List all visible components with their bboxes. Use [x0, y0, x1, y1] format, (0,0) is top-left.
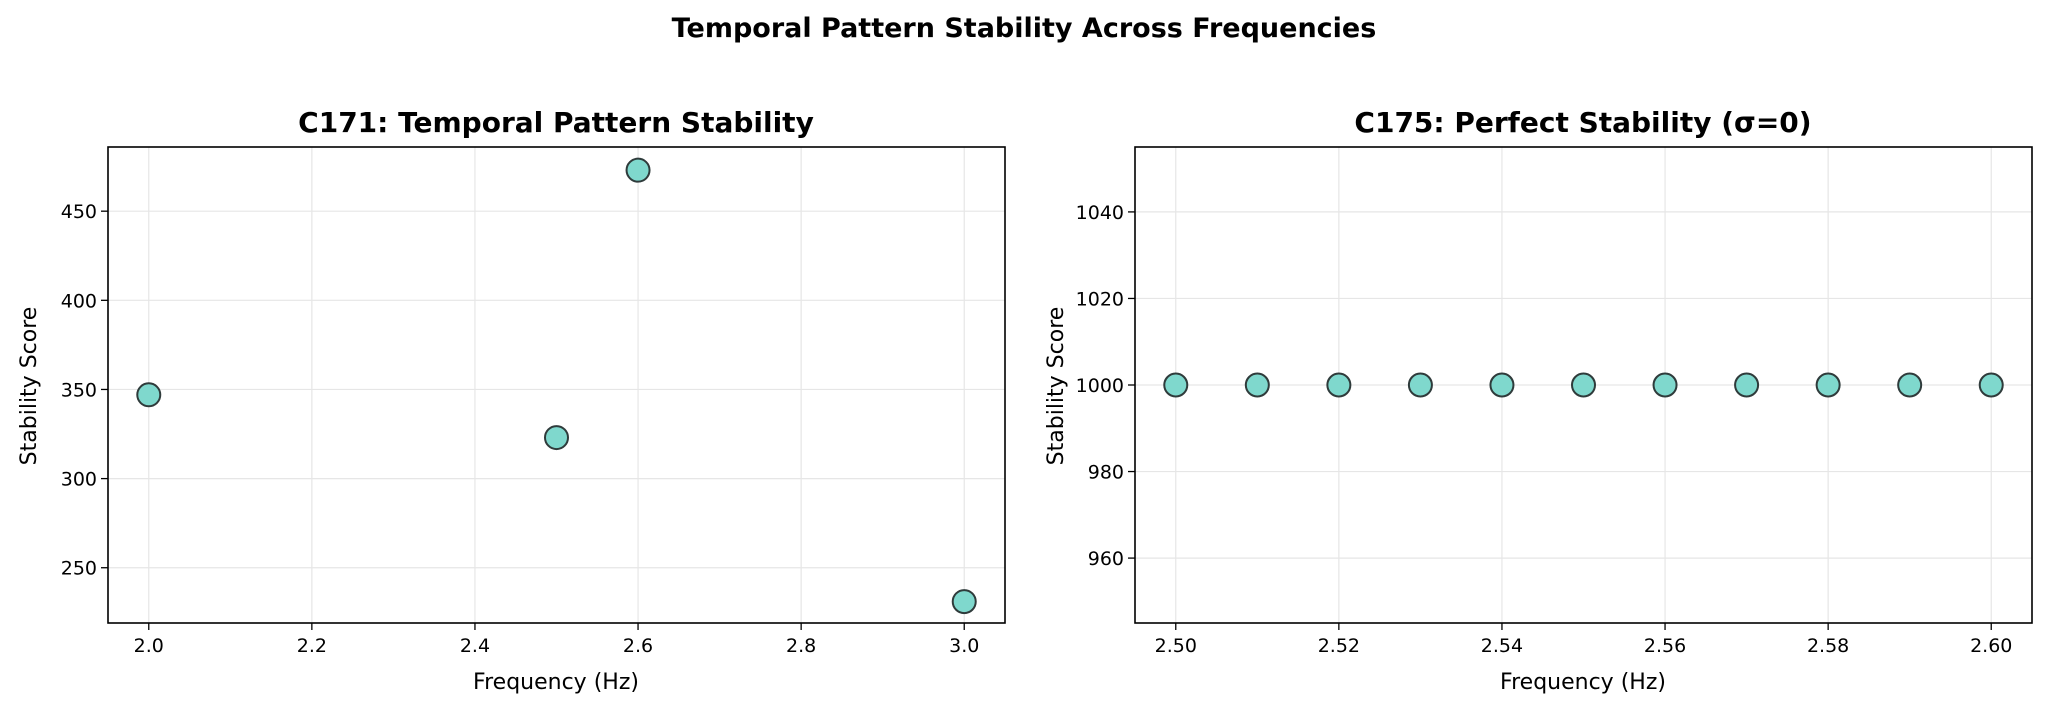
panel-c171-ytick-label-3: 400	[61, 290, 97, 312]
panel-c171: C171: Temporal Pattern Stability Frequen…	[17, 106, 1006, 695]
panel-c171-title: C171: Temporal Pattern Stability	[298, 106, 814, 139]
panel-c171-ytick-label-1: 300	[61, 469, 97, 491]
panel-c175: C175: Perfect Stability (σ=0) Frequency …	[1044, 106, 2033, 695]
panel-c175-ytick-label-1: 980	[1088, 462, 1124, 484]
panel-c175-point-0	[1163, 372, 1189, 398]
panel-c175-point-2	[1326, 372, 1352, 398]
panel-c175-xtick-label-1: 2.52	[1318, 635, 1360, 657]
panel-c175-ytick-label-2: 1000	[1076, 375, 1124, 397]
panel-c175-point-5	[1571, 372, 1596, 398]
panel-c171-xtick-label-4: 2.8	[786, 635, 816, 657]
panel-c175-ytick-label-4: 1040	[1076, 202, 1124, 224]
panel-c171-ytick-label-0: 250	[61, 558, 97, 580]
panel-c171-xtick-label-5: 3.0	[949, 635, 979, 657]
panel-c171-point-2	[625, 157, 651, 183]
panel-c175-xtick-label-0: 2.50	[1155, 635, 1197, 657]
panel-c171-ytick-label-4: 450	[61, 201, 97, 223]
panel-c175-xtick-label-3: 2.56	[1644, 635, 1686, 657]
figure-suptitle: Temporal Pattern Stability Across Freque…	[672, 13, 1377, 44]
panel-c175-point-1	[1244, 372, 1270, 398]
panel-c171-point-1	[544, 425, 569, 451]
panel-c175-ylabel: Stability Score	[1044, 307, 1069, 466]
panel-c171-point-0	[136, 382, 162, 408]
panel-c175-point-9	[1897, 372, 1923, 398]
panel-c175-ytick-label-0: 960	[1088, 548, 1124, 570]
panel-c175-point-10	[1978, 372, 2004, 398]
panel-c171-axes-frame	[107, 146, 1006, 624]
panel-c175-xtick-label-4: 2.58	[1807, 635, 1849, 657]
panel-c175-point-4	[1489, 372, 1515, 398]
panel-c171-ytick-label-2: 350	[61, 379, 97, 401]
panel-c171-points	[136, 157, 977, 615]
panel-c171-xtick-label-1: 2.2	[297, 635, 327, 657]
panel-c171-ylabel: Stability Score	[17, 307, 42, 466]
panel-c171-xtick-label-3: 2.6	[623, 635, 653, 657]
panel-c175-ytick-label-3: 1020	[1076, 288, 1124, 310]
panel-c171-xtick-label-0: 2.0	[134, 635, 164, 657]
panel-c175-point-3	[1407, 372, 1433, 398]
panel-c175-point-8	[1815, 372, 1841, 398]
panel-c175-point-7	[1734, 372, 1760, 398]
panel-c175-point-6	[1652, 372, 1678, 398]
panel-c171-point-3	[951, 589, 977, 615]
panel-c175-xtick-label-2: 2.54	[1481, 635, 1523, 657]
panel-c175-points	[1163, 372, 2004, 398]
panel-c175-title: C175: Perfect Stability (σ=0)	[1354, 106, 1811, 139]
panel-c175-axes-frame	[1134, 146, 2033, 624]
panel-c175-xlabel: Frequency (Hz)	[1500, 670, 1666, 695]
panel-c175-xtick-label-5: 2.60	[1970, 635, 2012, 657]
panel-c171-xtick-label-2: 2.4	[460, 635, 490, 657]
panel-c171-xlabel: Frequency (Hz)	[473, 670, 639, 695]
panel-c171-grid	[108, 147, 1005, 623]
